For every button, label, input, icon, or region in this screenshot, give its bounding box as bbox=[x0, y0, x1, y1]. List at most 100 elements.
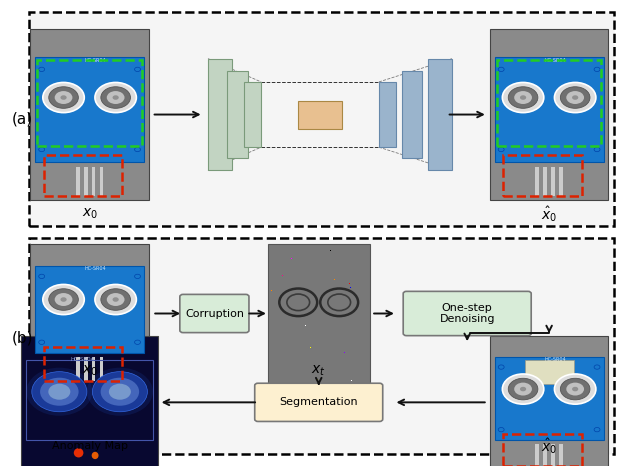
Point bbox=[360, 265, 371, 272]
Point bbox=[311, 350, 321, 357]
Point bbox=[287, 276, 298, 284]
Circle shape bbox=[134, 340, 141, 344]
Point bbox=[284, 351, 294, 359]
Point bbox=[295, 377, 305, 385]
Point bbox=[325, 266, 335, 274]
Point bbox=[288, 361, 298, 369]
Point bbox=[274, 251, 284, 259]
Point bbox=[355, 267, 365, 274]
Point bbox=[310, 357, 320, 365]
Point bbox=[295, 366, 305, 373]
Point bbox=[356, 282, 367, 290]
Point bbox=[270, 265, 280, 272]
Point bbox=[326, 312, 337, 320]
Point bbox=[262, 311, 273, 319]
Point bbox=[343, 245, 353, 252]
Point bbox=[263, 254, 273, 261]
Point bbox=[298, 293, 308, 300]
Point bbox=[309, 296, 319, 304]
Point bbox=[285, 254, 296, 261]
Point bbox=[328, 308, 338, 315]
Point bbox=[341, 267, 351, 274]
Point bbox=[335, 316, 346, 324]
Point bbox=[308, 323, 319, 331]
Point bbox=[287, 313, 298, 320]
Point bbox=[291, 278, 301, 286]
Point bbox=[264, 370, 275, 377]
Point bbox=[330, 334, 340, 341]
Point bbox=[312, 260, 323, 268]
Point bbox=[287, 288, 297, 296]
Point bbox=[346, 362, 356, 370]
Point bbox=[308, 343, 318, 350]
Point bbox=[314, 379, 324, 386]
Point bbox=[340, 347, 350, 355]
Point bbox=[364, 266, 374, 273]
FancyBboxPatch shape bbox=[180, 295, 249, 333]
Point bbox=[326, 277, 336, 284]
Point bbox=[266, 271, 276, 279]
Point bbox=[300, 288, 310, 295]
Point bbox=[282, 277, 292, 285]
Point bbox=[309, 274, 319, 282]
Point bbox=[335, 371, 346, 378]
Point bbox=[287, 288, 298, 295]
Point bbox=[351, 253, 361, 260]
Point bbox=[303, 323, 313, 330]
Point bbox=[308, 269, 318, 276]
Point bbox=[348, 369, 358, 377]
Point bbox=[351, 333, 362, 340]
Circle shape bbox=[566, 91, 584, 104]
Point bbox=[311, 300, 321, 308]
Point bbox=[307, 372, 317, 379]
Point bbox=[348, 327, 358, 335]
Point bbox=[347, 323, 357, 331]
Point bbox=[339, 352, 349, 360]
Point bbox=[347, 301, 357, 308]
Point bbox=[317, 244, 328, 251]
Point bbox=[312, 375, 322, 383]
Point bbox=[327, 366, 337, 374]
Point bbox=[348, 329, 358, 336]
Point bbox=[303, 286, 314, 293]
Point bbox=[326, 334, 336, 342]
Point bbox=[350, 347, 360, 355]
Point bbox=[334, 247, 344, 254]
Point bbox=[271, 359, 281, 367]
Point bbox=[292, 255, 303, 262]
Point bbox=[305, 262, 315, 269]
Point bbox=[353, 267, 364, 274]
Circle shape bbox=[60, 95, 67, 100]
Point bbox=[295, 336, 305, 343]
Point bbox=[268, 253, 278, 260]
Point bbox=[324, 375, 334, 382]
Point bbox=[278, 344, 289, 351]
Point bbox=[297, 266, 307, 273]
Point bbox=[290, 372, 300, 380]
Point bbox=[341, 294, 351, 302]
Point bbox=[350, 258, 360, 265]
Point bbox=[286, 322, 296, 329]
Point bbox=[282, 248, 292, 256]
Point bbox=[349, 275, 360, 282]
Bar bbox=[402, 71, 422, 158]
Point bbox=[290, 279, 300, 286]
Point bbox=[290, 333, 300, 340]
Point bbox=[335, 305, 345, 313]
Point bbox=[290, 371, 300, 378]
Point bbox=[324, 359, 334, 366]
Point bbox=[319, 322, 330, 329]
Point bbox=[350, 295, 360, 303]
Point bbox=[325, 257, 335, 265]
Point bbox=[347, 288, 357, 295]
Point bbox=[264, 372, 274, 380]
Point bbox=[266, 279, 276, 286]
Point bbox=[363, 261, 373, 269]
Point bbox=[308, 372, 319, 379]
Point bbox=[332, 244, 342, 251]
Point bbox=[329, 289, 339, 297]
Point bbox=[291, 366, 301, 373]
Point bbox=[323, 277, 333, 284]
Point bbox=[303, 297, 313, 305]
Point bbox=[266, 346, 276, 353]
